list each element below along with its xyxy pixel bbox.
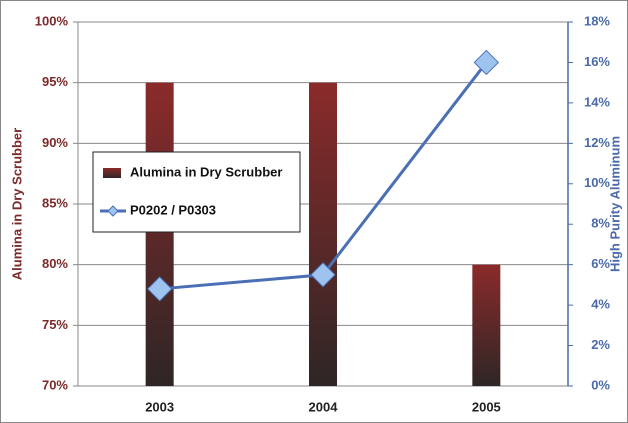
y2-tick-label: 18% (584, 13, 610, 28)
y2-tick-label: 10% (584, 175, 610, 190)
y-tick-label: 75% (42, 317, 68, 332)
y2-tick-label: 6% (591, 256, 610, 271)
x-tick-label: 2003 (145, 399, 174, 414)
y2-tick-label: 8% (591, 216, 610, 231)
marker (146, 276, 173, 302)
y-tick-label: 90% (42, 135, 68, 150)
y2-axis-title: High Purity Aluminum (607, 136, 622, 272)
y2-tick-label: 16% (584, 54, 610, 69)
y-tick-label: 80% (42, 256, 68, 271)
bar (472, 264, 501, 386)
x-tick-label: 2005 (472, 399, 501, 414)
y2-tick-label: 14% (584, 94, 610, 109)
y-tick-label: 100% (35, 13, 69, 28)
marker (473, 49, 500, 76)
y2-tick-label: 2% (591, 337, 610, 352)
legend-label: Alumina in Dry Scrubber (130, 164, 282, 179)
legend-box (92, 151, 301, 233)
legend-label: P0202 / P0303 (130, 202, 216, 217)
y-tick-label: 70% (42, 377, 68, 392)
y-axis-title: Alumina in Dry Scrubber (9, 128, 24, 280)
y2-tick-label: 0% (591, 377, 610, 392)
y-tick-label: 95% (42, 74, 68, 89)
y-tick-label: 85% (42, 195, 68, 210)
y2-tick-label: 4% (591, 297, 610, 312)
marker (310, 262, 336, 288)
bar (309, 82, 337, 387)
legend-marker (107, 205, 119, 217)
x-tick-label: 2004 (309, 399, 339, 414)
y2-tick-label: 12% (584, 135, 610, 150)
bar (145, 82, 174, 387)
legend-swatch (103, 168, 121, 178)
